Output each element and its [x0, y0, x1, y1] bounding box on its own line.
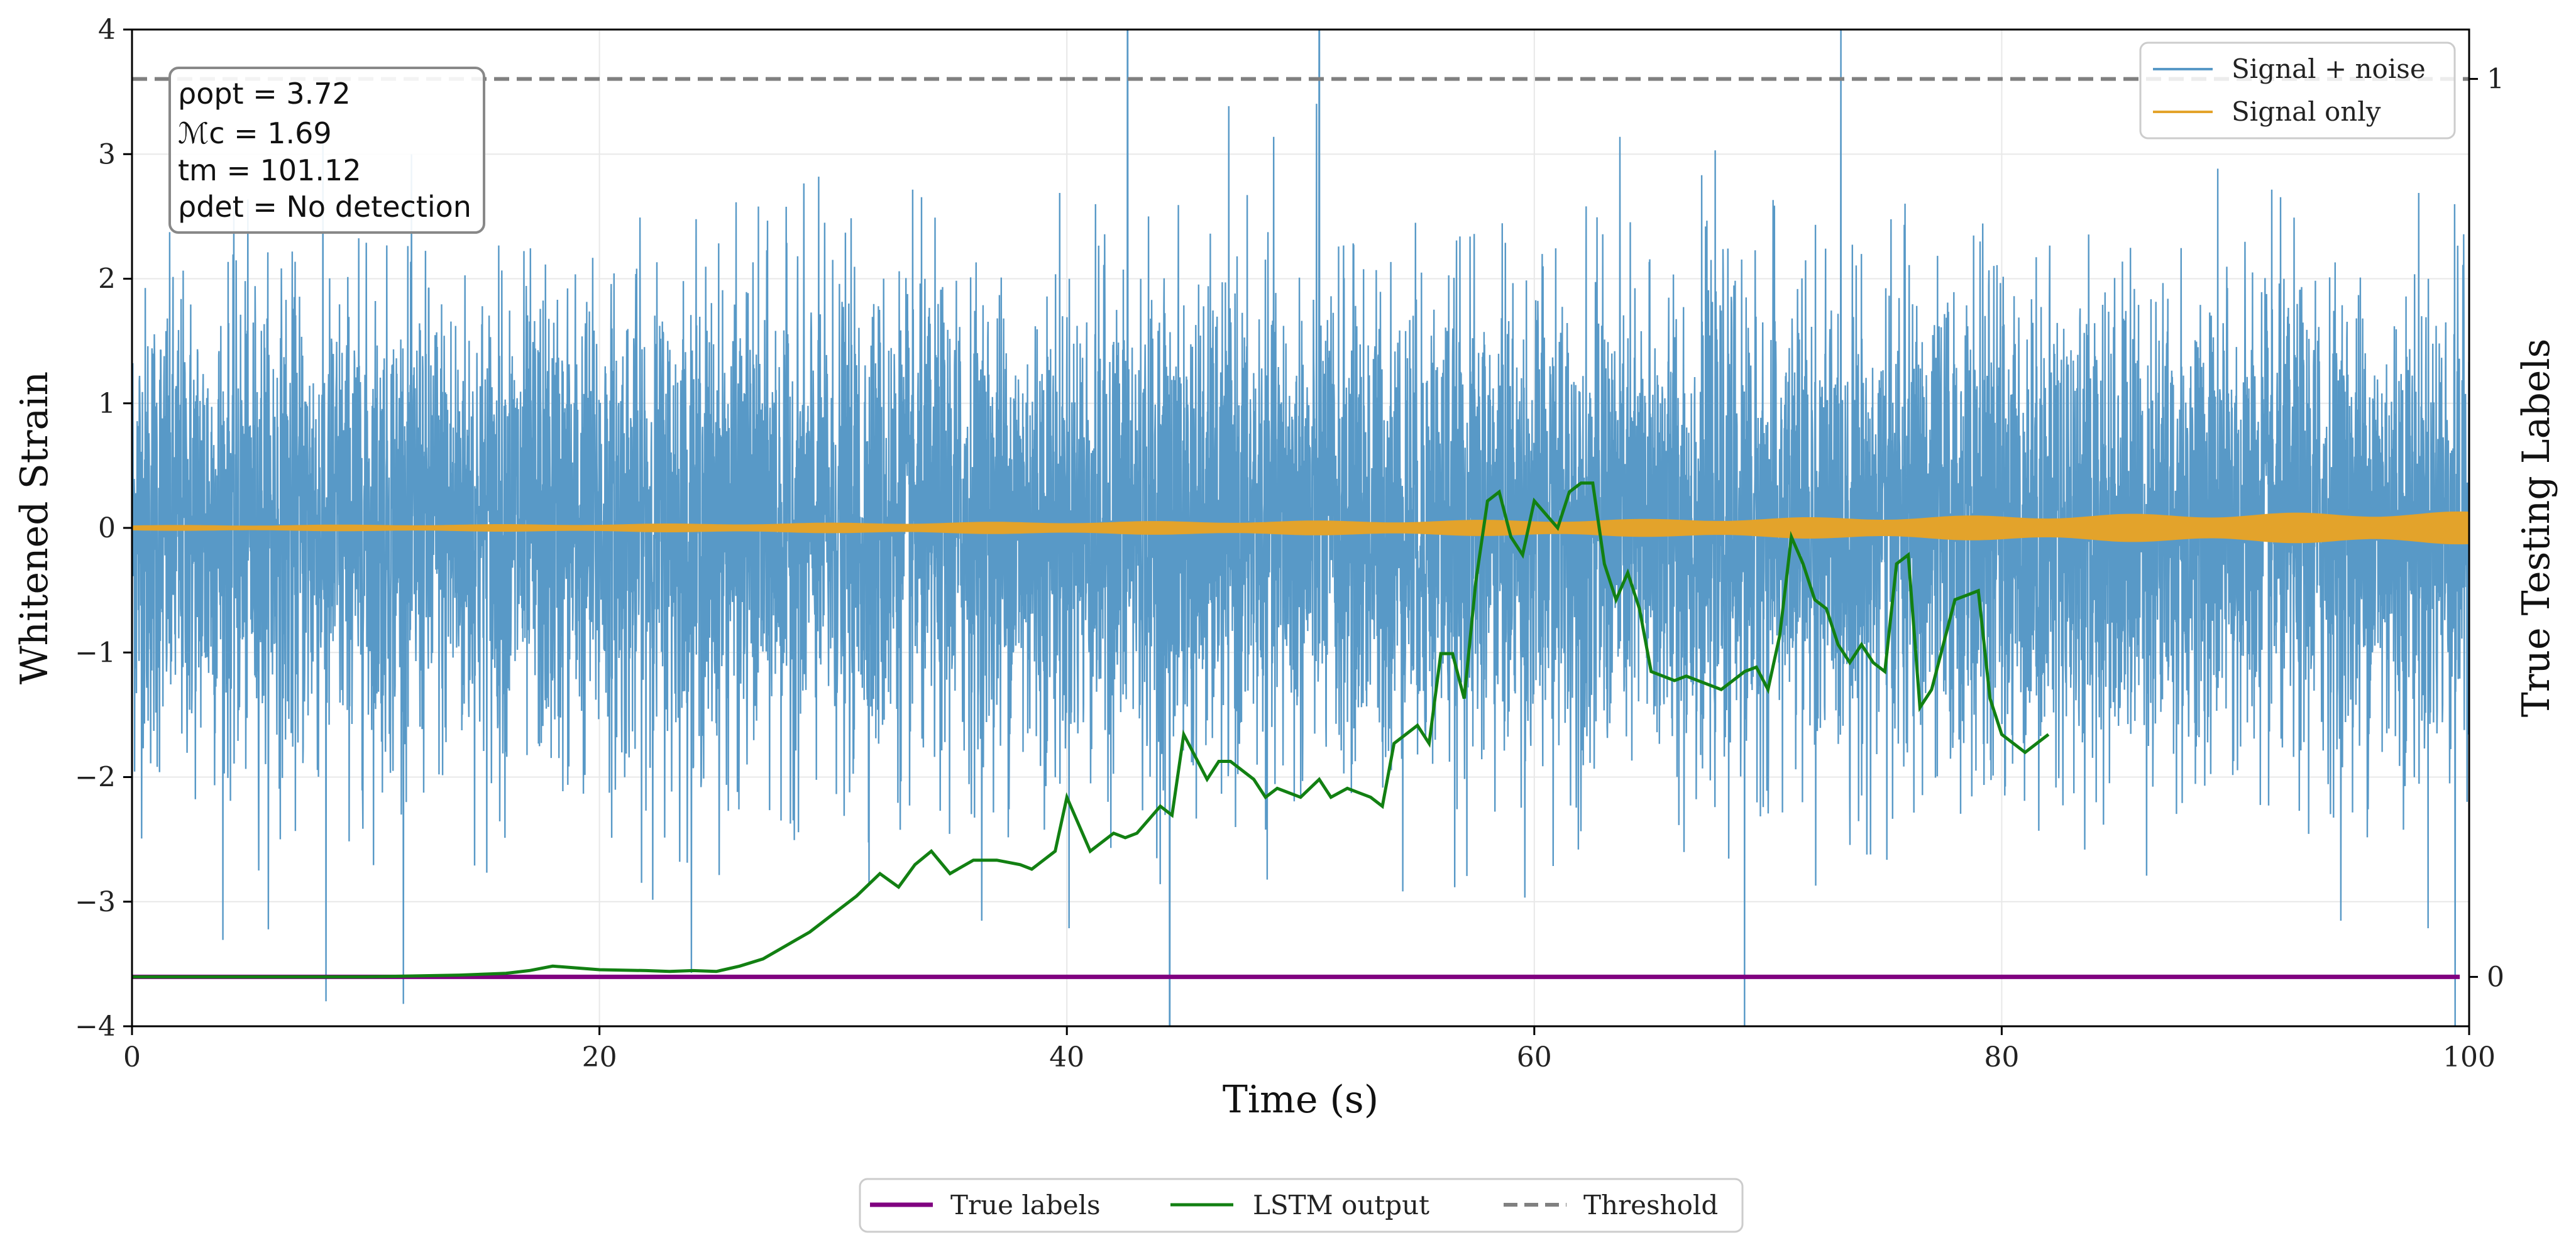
y-tick-label-2: −2	[75, 762, 116, 794]
y-tick-label-8: 4	[98, 14, 116, 46]
y-axis-label: Whitened Strain	[13, 371, 57, 684]
signal-only-series	[132, 511, 2469, 545]
info-rho-det: ρdet = No detection	[178, 190, 471, 224]
y-tick-label-7: 3	[98, 138, 116, 170]
info-box: ρopt = 3.72 ℳc = 1.69 tm = 101.12 ρdet =…	[168, 67, 485, 234]
legend-lstm-label: LSTM output	[1253, 1190, 1429, 1220]
y-axis: −4 −3 −2 −1 0 1 2 3 4	[75, 14, 132, 1043]
x-tick-label-1: 20	[582, 1041, 617, 1073]
legend-signal-only-label: Signal only	[2232, 96, 2381, 127]
info-tm: tm = 101.12	[178, 153, 361, 187]
x-axis: 0 20 40 60 80 100	[123, 1026, 2496, 1073]
lstm-output-series	[132, 481, 2050, 979]
y-tick-label-4: 0	[98, 512, 116, 544]
x-tick-label-3: 60	[1517, 1041, 1552, 1073]
legend-top-right: Signal + noise Signal only	[2139, 41, 2456, 140]
y2-tick-label-1: 1	[2487, 63, 2504, 96]
legend-true-labels-label: True labels	[950, 1190, 1101, 1220]
info-mc: ℳc = 1.69	[178, 116, 332, 150]
y-tick-label-3: −1	[75, 637, 116, 669]
x-tick-label-0: 0	[123, 1041, 141, 1073]
legend-threshold-label: Threshold	[1583, 1190, 1718, 1220]
y2-axis-label: True Testing Labels	[2514, 339, 2558, 718]
y-tick-label-6: 2	[98, 263, 116, 295]
legend-signal-noise-label: Signal + noise	[2232, 53, 2426, 84]
x-axis-label: Time (s)	[1223, 1078, 1379, 1122]
x-tick-label-2: 40	[1049, 1041, 1084, 1073]
x-tick-label-4: 80	[1984, 1041, 2019, 1073]
legend-bottom: True labels LSTM output Threshold	[859, 1178, 1744, 1233]
y-tick-label-5: 1	[98, 388, 116, 420]
y-tick-label-1: −3	[75, 886, 116, 918]
y2-axis: 01	[2469, 63, 2504, 993]
y2-tick-label-0: 0	[2487, 961, 2504, 993]
info-rho-opt: ρopt = 3.72	[178, 77, 351, 111]
signal-noise-series	[132, 30, 2469, 1026]
x-tick-label-5: 100	[2443, 1041, 2496, 1073]
y-tick-label-0: −4	[75, 1011, 116, 1043]
